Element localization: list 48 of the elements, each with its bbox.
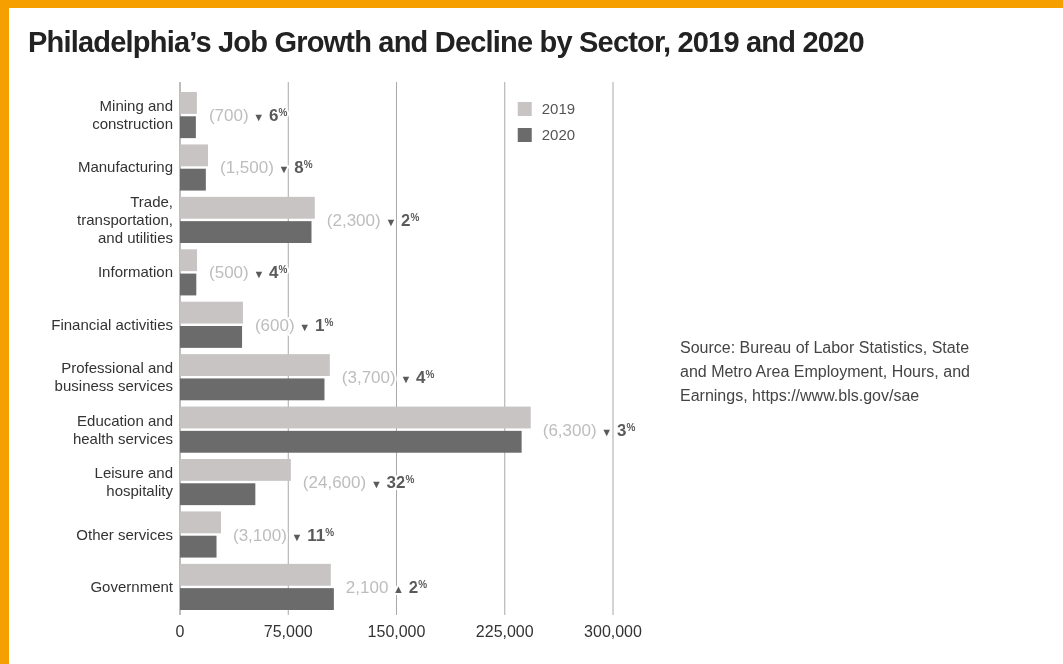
x-tick-label: 0 xyxy=(175,623,185,640)
annotation: 2,100 ▲ 2$^{%}$ xyxy=(345,577,428,597)
bar xyxy=(180,483,256,506)
bar xyxy=(180,168,206,191)
annotation: (24,600) ▼ 32$^{%}$ xyxy=(302,473,415,493)
bar xyxy=(180,301,243,324)
bar xyxy=(180,511,221,534)
y-tick-label: Information xyxy=(97,263,173,281)
legend-label: 2020 xyxy=(541,126,576,143)
bar xyxy=(180,563,331,586)
bar xyxy=(180,535,217,558)
bar xyxy=(180,588,334,610)
x-tick-label: 75,000 xyxy=(263,623,313,640)
bar xyxy=(180,144,208,167)
bar xyxy=(180,196,315,219)
bar xyxy=(180,116,196,139)
bar xyxy=(180,326,243,348)
y-tick-label: Financial activities xyxy=(51,315,173,333)
annotation: (3,700) ▼ 4$^{%}$ xyxy=(341,368,435,388)
chart-title: Philadelphia’s Job Growth and Decline by Sector, 2019 and 2020 xyxy=(28,26,864,58)
bar xyxy=(180,221,312,243)
y-tick-label: Other services xyxy=(76,525,173,543)
y-tick-label: Manufacturing xyxy=(77,158,173,176)
y-tick-label: Leisure and hospitality xyxy=(94,464,174,500)
legend-label: 2019 xyxy=(541,100,576,117)
y-tick-label: Government xyxy=(90,577,174,595)
bar xyxy=(180,273,197,296)
y-tick-label: Mining and construction xyxy=(92,97,173,133)
y-tick-label: Professional and business services xyxy=(54,359,173,395)
bar xyxy=(180,378,325,401)
bar xyxy=(180,354,330,376)
annotation: (500) ▼ 4$^{%}$ xyxy=(209,263,288,283)
source-note: Source: Bureau of Labor Statistics, State and Metro Area Employment, Hours, and Earnings, https://www.bls.gov/sae xyxy=(680,339,970,404)
bar xyxy=(180,459,291,481)
annotation: (700) ▼ 6$^{%}$ xyxy=(208,106,288,126)
annotation: (6,300) ▼ 3$^{%}$ xyxy=(542,420,636,440)
bar xyxy=(180,249,198,272)
x-tick-label: 300,000 xyxy=(584,623,643,640)
x-tick-label: 225,000 xyxy=(475,623,534,640)
x-tick-label: 150,000 xyxy=(367,623,426,640)
bar xyxy=(180,92,197,114)
y-tick-label: Education and health services xyxy=(72,411,173,447)
annotation: (1,500) ▼ 8$^{%}$ xyxy=(220,158,313,178)
y-tick-label: Trade, transportation, and utilities xyxy=(77,192,173,246)
annotation: (2,300) ▼ 2$^{%}$ xyxy=(326,210,420,230)
annotation: (3,100) ▼ 11$^{%}$ xyxy=(232,525,335,545)
bar xyxy=(180,406,531,429)
bar xyxy=(180,430,522,453)
